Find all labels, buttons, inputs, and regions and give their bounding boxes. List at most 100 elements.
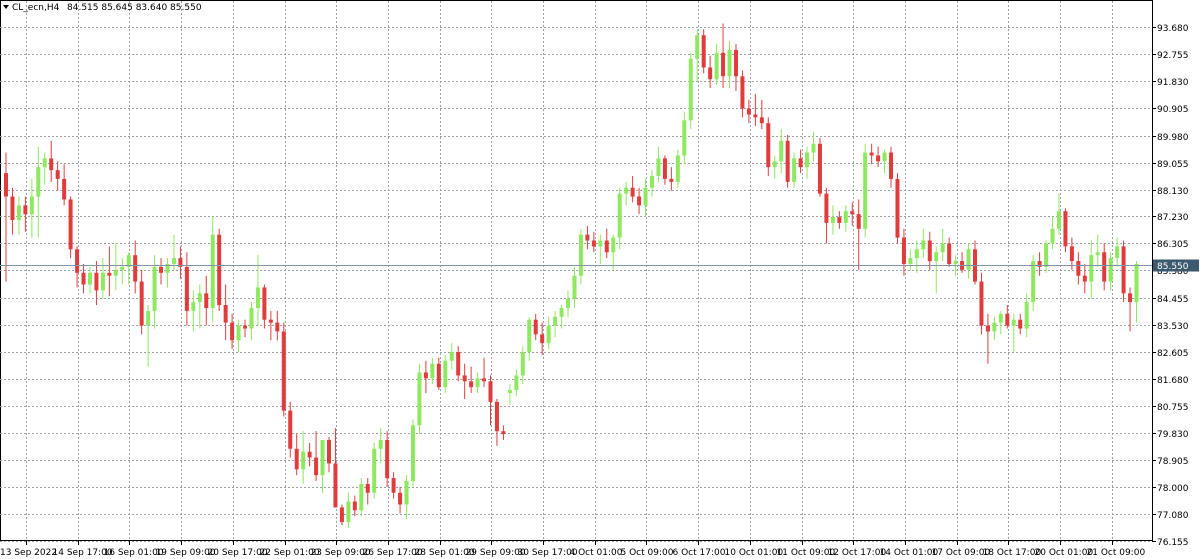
- x-tick-label: 23 Sep 09:00: [311, 548, 371, 558]
- bull-candle: [1095, 252, 1100, 256]
- bull-candle: [863, 152, 868, 229]
- bear-candle: [488, 381, 493, 402]
- bear-candle: [275, 322, 280, 332]
- bear-candle: [294, 448, 299, 470]
- bear-candle: [133, 255, 138, 282]
- bull-candle: [42, 158, 47, 168]
- bear-candle: [243, 325, 248, 329]
- bull-candle: [100, 272, 105, 291]
- bull-candle: [36, 167, 41, 197]
- bull-candle: [1011, 319, 1016, 326]
- bull-candle: [249, 307, 254, 329]
- bear-candle: [178, 258, 183, 267]
- bear-candle: [268, 319, 273, 323]
- bull-candle: [792, 158, 797, 182]
- bear-candle: [456, 351, 461, 376]
- x-tick-label: 5 Oct 09:00: [621, 548, 674, 558]
- bear-candle: [55, 170, 60, 179]
- bear-candle: [979, 281, 984, 326]
- bull-candle: [1024, 302, 1029, 329]
- x-tick-label: 28 Sep 01:00: [415, 548, 475, 558]
- x-tick-label: 19 Sep 09:00: [156, 548, 216, 558]
- dropdown-triangle-icon[interactable]: [3, 5, 9, 9]
- bull-candle: [236, 325, 241, 341]
- bull-candle: [146, 310, 151, 326]
- bear-candle: [1128, 293, 1133, 303]
- bear-candle: [159, 266, 164, 273]
- bear-candle: [701, 35, 706, 68]
- bull-candle: [301, 451, 306, 470]
- price-axis: 93.680 92.755 91.830 90.905 89.980 89.055 88.1…: [1152, 24, 1189, 548]
- bull-candle: [772, 161, 777, 168]
- price-tag-label: 85.550: [1157, 262, 1189, 272]
- bear-candle: [391, 478, 396, 493]
- bull-candle: [1115, 246, 1120, 259]
- bear-candle: [107, 272, 112, 276]
- bear-candle: [204, 293, 209, 308]
- bear-candle: [740, 76, 745, 109]
- x-tick-label: 11 Oct 09:00: [777, 548, 836, 558]
- bull-candle: [165, 263, 170, 273]
- bear-candle: [139, 281, 144, 326]
- bear-candle: [385, 439, 390, 479]
- bull-candle: [992, 322, 997, 332]
- y-tick-label: 89.980: [1157, 133, 1189, 143]
- bull-candle: [578, 234, 583, 276]
- bull-candle: [688, 58, 693, 121]
- bear-candle: [184, 266, 189, 311]
- bear-candle: [68, 199, 73, 250]
- bear-candle: [591, 240, 596, 247]
- bull-candle: [940, 243, 945, 253]
- bull-candle: [171, 258, 176, 264]
- bear-candle: [423, 372, 428, 379]
- bull-candle: [611, 237, 616, 253]
- bear-candle: [217, 234, 222, 306]
- bear-candle: [901, 237, 906, 264]
- x-tick-label: 29 Sep 09:00: [466, 548, 526, 558]
- bear-candle: [662, 158, 667, 179]
- grid: [0, 0, 1153, 542]
- chart-header: CL_ecn,H4 84.515 85.645 83.640 85.550: [3, 3, 202, 13]
- bear-candle: [62, 178, 67, 200]
- bear-candle: [889, 152, 894, 179]
- bear-candle: [398, 492, 403, 505]
- bear-candle: [753, 114, 758, 118]
- bear-candle: [339, 507, 344, 523]
- bear-candle: [23, 205, 28, 215]
- bear-candle: [876, 155, 881, 162]
- bear-candle: [604, 240, 609, 253]
- bull-candle: [675, 155, 680, 182]
- bull-candle: [113, 269, 118, 276]
- bull-candle: [1089, 255, 1094, 282]
- bear-candle: [75, 249, 80, 273]
- x-tick-label: 14 Sep 17:00: [53, 548, 113, 558]
- bull-candle: [359, 483, 364, 511]
- bear-candle: [10, 196, 15, 220]
- bull-candle: [520, 351, 525, 376]
- bear-candle: [869, 152, 874, 156]
- x-tick-label: 13 Sep 2022: [0, 548, 57, 558]
- y-tick-label: 80.755: [1157, 403, 1189, 413]
- bear-candle: [1063, 211, 1068, 247]
- y-tick-label: 89.055: [1157, 160, 1189, 170]
- x-tick-label: 20 Sep 17:00: [208, 548, 268, 558]
- bull-candle: [410, 425, 415, 482]
- bull-candle: [921, 240, 926, 250]
- bear-candle: [1082, 275, 1087, 282]
- bear-candle: [94, 272, 99, 291]
- bull-candle: [1050, 228, 1055, 244]
- bear-candle: [850, 211, 855, 215]
- bull-candle: [1031, 261, 1036, 303]
- bear-candle: [230, 322, 235, 341]
- bull-candle: [210, 234, 215, 308]
- y-tick-label: 83.530: [1157, 322, 1189, 332]
- bear-candle: [223, 305, 228, 323]
- bear-candle: [327, 439, 331, 464]
- bull-candle: [779, 140, 784, 162]
- bull-candle: [255, 287, 260, 308]
- bull-candle: [372, 448, 377, 493]
- bull-candle: [346, 501, 351, 523]
- y-tick-label: 92.755: [1157, 51, 1189, 61]
